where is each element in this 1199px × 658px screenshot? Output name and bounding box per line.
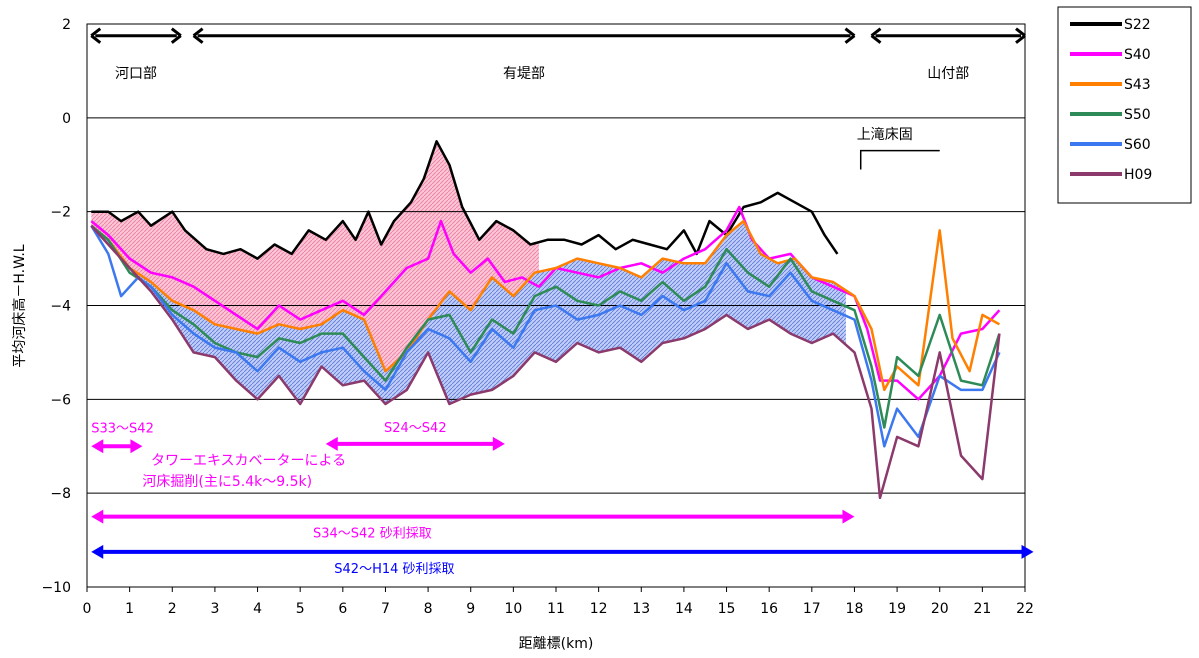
x-tick-label: 7	[381, 601, 390, 617]
x-tick-label: 5	[296, 601, 305, 617]
legend-label-s43: S43	[1124, 77, 1151, 93]
y-tick-label: −4	[50, 299, 71, 315]
legend-label-s60: S60	[1124, 137, 1151, 153]
range-arrow-head-left	[91, 544, 104, 559]
y-tick-label: 0	[62, 111, 71, 127]
range-arrow-head-right	[130, 439, 143, 454]
section-arrow-head-right	[1015, 27, 1026, 44]
legend: S22 S40 S43 S50 S60 H09	[1057, 6, 1192, 204]
section-arrow-head-right	[170, 27, 182, 44]
x-tick-label: 8	[424, 601, 433, 617]
section-label: 山付部	[927, 66, 969, 82]
x-tick-label: 17	[803, 601, 821, 617]
range-arrow-head-left	[325, 436, 338, 451]
annotation-text: 河床掘削(主に5.4k～9.5k)	[142, 474, 312, 490]
section-arrow-head-left	[192, 27, 204, 44]
period-ranges: S33～S42 S24～S42 S34～S42 砂利採取 S42～H14 砂利採取	[91, 421, 1034, 577]
y-tick-label: −10	[41, 580, 71, 596]
x-tick-label: 6	[338, 601, 347, 617]
range-label: S24～S42	[384, 421, 447, 436]
x-tick-label: 19	[888, 601, 906, 617]
range-arrow-head-left	[91, 439, 104, 454]
y-tick-labels: 2 0 −2 −4 −6 −8 −10	[41, 17, 71, 596]
x-tick-label: 22	[1016, 601, 1034, 617]
fill-s43-h09	[91, 221, 846, 404]
section-label: 有堤部	[503, 66, 545, 82]
x-tick-label: 0	[83, 601, 92, 617]
x-tick-label: 15	[718, 601, 736, 617]
x-tick-label: 11	[547, 601, 565, 617]
section-label: 河口部	[115, 66, 157, 82]
range-arrow-head-right	[842, 509, 855, 524]
weir-bracket	[859, 149, 940, 170]
legend-label-s40: S40	[1124, 47, 1151, 63]
y-tick-label: −2	[50, 205, 71, 221]
legend-label-h09: H09	[1124, 167, 1152, 183]
section-arrow-head-left	[90, 27, 102, 44]
weir-label: 上滝床固	[857, 127, 913, 143]
x-tick-label: 14	[675, 601, 693, 617]
x-tick-label: 16	[760, 601, 778, 617]
range-arrow-head-left	[91, 509, 104, 524]
section-arrow-head-right	[844, 27, 856, 44]
weir-marker: 上滝床固	[857, 127, 940, 170]
x-tick-label: 1	[125, 601, 134, 617]
series-line-s50	[90, 224, 1001, 429]
legend-label-s22: S22	[1124, 17, 1151, 33]
y-tick-label: −6	[50, 392, 71, 408]
x-tick-label: 10	[504, 601, 522, 617]
series-line-s43	[90, 219, 1001, 392]
x-tick-label: 9	[466, 601, 475, 617]
section-arrow-head-left	[870, 27, 882, 44]
range-arrow-head-right	[1021, 544, 1034, 559]
x-tick-label: 3	[210, 601, 219, 617]
x-tick-labels: 0 1 2 3 4 5 6 7 8 9 10 11 12 13 14 15 16 17 18 19 20 21 22	[83, 587, 1034, 617]
range-arrow-head-right	[492, 436, 505, 451]
x-tick-label: 4	[253, 601, 262, 617]
series-line-s60	[90, 225, 1001, 448]
range-label: S34～S42 砂利採取	[313, 527, 432, 542]
y-tick-label: 2	[62, 17, 71, 33]
annotation-text: タワーエキスカベーターによる	[151, 453, 346, 469]
x-tick-label: 12	[590, 601, 608, 617]
fill-s22-s43	[91, 141, 539, 372]
range-label: S33～S42	[91, 421, 154, 436]
section-markers: 河口部 有堤部 山付部	[90, 27, 1026, 82]
series-line-s22	[91, 140, 839, 260]
x-axis-label: 距離標(km)	[519, 635, 594, 652]
x-tick-label: 2	[168, 601, 177, 617]
y-tick-label: −8	[50, 486, 71, 502]
bed-change-fills	[91, 141, 846, 404]
legend-box	[1057, 6, 1192, 204]
legend-label-s50: S50	[1124, 107, 1151, 123]
y-axis-label: 平均河床高－H.W.L	[11, 244, 28, 367]
range-label: S42～H14 砂利採取	[334, 562, 454, 577]
x-tick-label: 20	[931, 601, 949, 617]
x-tick-label: 18	[846, 601, 864, 617]
x-tick-label: 13	[632, 601, 650, 617]
series-lines	[90, 140, 1001, 500]
series-line-h09	[90, 224, 1001, 500]
x-tick-label: 21	[973, 601, 991, 617]
